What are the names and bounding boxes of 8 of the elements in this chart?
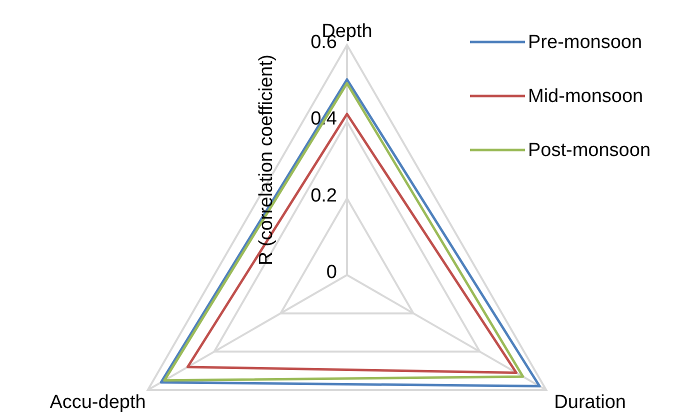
text: R (correlation coefficient) bbox=[256, 54, 277, 266]
legend-label: Post-monsoon bbox=[528, 140, 651, 161]
y-tick-label: 0.2 bbox=[310, 185, 337, 206]
y-tick-label: 0 bbox=[326, 262, 337, 283]
spoke-label: Accu-depth bbox=[50, 392, 146, 412]
legend-label: Mid-monsoon bbox=[528, 86, 644, 107]
spoke-label: Duration bbox=[554, 392, 626, 412]
legend-label: Pre-monsoon bbox=[528, 32, 642, 53]
